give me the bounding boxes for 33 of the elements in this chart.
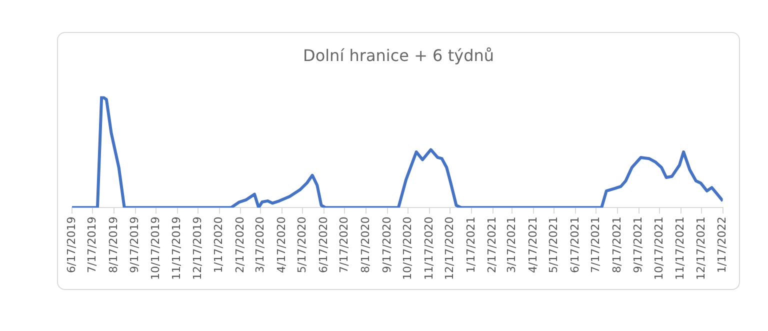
x-tick-label: 10/17/2020 [400, 216, 414, 280]
x-tick-label: 3/17/2021 [504, 216, 518, 274]
x-tick-label: 9/17/2019 [128, 216, 142, 274]
x-tick-label: 11/17/2020 [422, 216, 436, 280]
x-tick-label: 8/17/2019 [106, 216, 120, 274]
x-tick-label: 6/17/2020 [316, 216, 330, 274]
x-tick-label: 4/17/2020 [274, 216, 288, 274]
x-tick-label: 6/17/2019 [64, 216, 78, 274]
x-tick-label: 9/17/2021 [632, 216, 645, 274]
x-tick-label: 2/17/2021 [486, 216, 499, 274]
x-tick-label: 12/17/2019 [190, 216, 204, 280]
x-tick-label: 2/17/2020 [234, 216, 247, 274]
x-tick-label: 10/17/2021 [652, 216, 666, 280]
chart-title: Dolní hranice + 6 týdnů [303, 46, 494, 65]
x-tick-label: 6/17/2021 [568, 216, 582, 274]
x-tick-label: 1/17/2022 [716, 216, 729, 274]
x-tick-label: 5/17/2021 [546, 216, 560, 274]
x-tick-label: 7/17/2020 [338, 216, 351, 274]
x-tick-label: 8/17/2021 [610, 216, 624, 274]
x-tick-label: 11/17/2021 [674, 216, 687, 280]
x-tick-label: 3/17/2020 [254, 216, 267, 274]
x-tick-label: 11/17/2019 [170, 216, 184, 280]
x-tick-label: 9/17/2020 [380, 216, 394, 274]
x-tick-label: 10/17/2019 [148, 216, 162, 280]
x-tick-label: 7/17/2019 [86, 216, 99, 274]
x-tick-label: 1/17/2020 [212, 216, 226, 274]
x-tick-label: 4/17/2021 [526, 216, 540, 274]
x-tick-label: 12/17/2021 [694, 216, 708, 280]
x-tick-label: 1/17/2021 [464, 216, 478, 274]
x-tick-label: 8/17/2020 [358, 216, 372, 274]
x-tick-label: 5/17/2020 [296, 216, 309, 274]
x-tick-label: 12/17/2020 [442, 216, 456, 280]
x-tick-label: 7/17/2021 [588, 216, 602, 274]
